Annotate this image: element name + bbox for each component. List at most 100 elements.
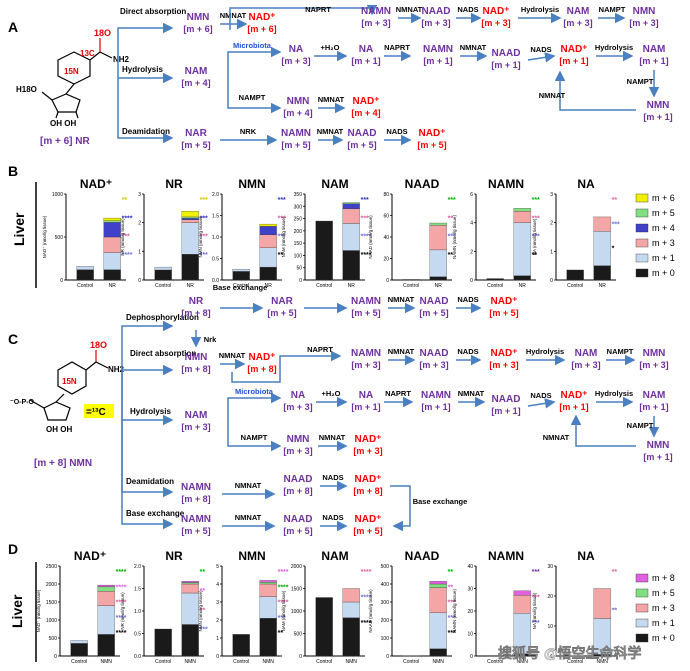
y-tick-label: 150: [294, 241, 303, 247]
a-microbiota-label: Microbiota: [233, 41, 272, 50]
c-nad4-mass: [m + 1]: [559, 402, 588, 412]
iso-o-label-c: 18O: [90, 340, 107, 350]
c-naad2: NAAD[m + 3]: [419, 348, 448, 370]
y-tick-label: 3: [216, 600, 219, 606]
c-namn4-name: NAMN: [181, 482, 211, 493]
c-nam2: NAM[m + 1]: [639, 390, 668, 412]
c-nad-name: NAD⁺: [491, 296, 518, 307]
y-tick-label: 0: [54, 654, 57, 660]
significance-stars: ****: [361, 595, 372, 602]
a-nmn4: NMN[m + 4]: [283, 96, 312, 118]
c13-label: =¹³C: [86, 407, 106, 418]
significance-stars: **: [532, 252, 538, 259]
bar-segment-m3: [593, 216, 611, 232]
significance-stars: **: [448, 215, 454, 222]
c-nmn4: NMN[m + 3]: [283, 434, 312, 456]
bar-segment-m1: [181, 592, 199, 625]
bar-segment-m1: [593, 231, 611, 266]
significance-stars: ***: [278, 197, 286, 204]
legend-label: m + 5: [652, 588, 675, 598]
significance-stars: ***: [278, 615, 286, 622]
c-nmnat-back-label: NMNAT: [543, 433, 570, 442]
c-na2-mass: [m + 1]: [351, 402, 380, 412]
x-tick-label: NR: [599, 283, 607, 289]
x-tick-label: Control: [155, 283, 171, 289]
c-nad7-mass: [m + 5]: [353, 526, 382, 536]
c-nmn-mass: [m + 8]: [181, 364, 210, 374]
c-naprt-path: [231, 350, 342, 383]
significance-stars: ***: [200, 234, 208, 241]
significance-stars: ****: [122, 252, 133, 259]
bar-segment-m1: [103, 252, 121, 270]
significance-stars: ***: [122, 234, 130, 241]
bar-segment-m3: [593, 588, 611, 619]
a-h2o-enzyme: +H₂O: [321, 43, 340, 52]
y-tick-label: 2: [470, 249, 473, 255]
bar-segment-m8: [513, 590, 531, 596]
legend-label: m + 1: [652, 253, 675, 263]
significance-stars: ****: [361, 234, 372, 241]
bar-segment-m0: [232, 271, 250, 281]
legend-label: m + 3: [652, 238, 675, 248]
c-namn4-mass: [m + 8]: [181, 494, 210, 504]
y-tick-label: 4: [216, 582, 219, 588]
a-namn-mass: [m + 3]: [361, 18, 390, 28]
c-namn: NAMN[m + 5]: [351, 296, 381, 318]
x-tick-label: NMN: [185, 659, 197, 665]
c-nr-name: NR: [189, 296, 204, 307]
bar-segment-m1: [97, 605, 115, 635]
bar-segment-m6: [181, 211, 199, 218]
y-tick-label: 50: [296, 266, 302, 272]
a-nam-h-name: NAM: [185, 66, 208, 77]
panelB_charts-chart-2: NMN 0.0 0.5 1.0 1.5 2.0 NMN (nmol/g tissue) Con…: [198, 177, 286, 289]
bar-segment-m1: [513, 222, 531, 276]
a-nad-mass: [m + 6]: [247, 24, 276, 34]
c-naad3-mass: [m + 1]: [491, 406, 520, 416]
a-na: NA[m + 3]: [281, 44, 310, 66]
a-nmn2: NMN[m + 3]: [629, 6, 658, 28]
significance-stars: ***: [200, 215, 208, 222]
significance-stars: **: [612, 569, 618, 576]
c-nar-mass: [m + 5]: [267, 308, 296, 318]
a-namn2: NAMN[m + 1]: [423, 44, 453, 66]
c-naad5-mass: [m + 5]: [283, 526, 312, 536]
x-tick-label: Control: [567, 659, 583, 665]
a-nads-enzyme: NADS: [457, 5, 478, 14]
y-tick-label: 1.0: [212, 235, 219, 241]
c-hydro-enzyme: Hydrolysis: [526, 347, 564, 356]
c-nad2-name: NAD⁺: [249, 352, 276, 363]
y-tick-label: 1000: [46, 618, 57, 624]
branch-lines-c: [121, 320, 174, 530]
bar-segment-m5: [97, 586, 115, 592]
bar-segment-m5: [429, 222, 447, 226]
significance-stars: ****: [116, 584, 127, 591]
bar-segment-m4: [259, 226, 277, 236]
c-nmnat-back: [570, 414, 636, 447]
c-namn-mass: [m + 5]: [351, 308, 380, 318]
a-nad3-mass: [m + 1]: [559, 56, 588, 66]
c13-highlight: [84, 404, 114, 418]
a-nad2-mass: [m + 3]: [481, 18, 510, 28]
y-tick-label: 0: [386, 278, 389, 284]
significance-stars: **: [612, 197, 618, 204]
c-naad-mass: [m + 5]: [419, 308, 448, 318]
bar-segment-m1: [342, 223, 360, 251]
bar-segment-m5: [181, 216, 199, 219]
panel-label-a: A: [8, 19, 18, 35]
c-naad2-mass: [m + 3]: [419, 360, 448, 370]
c-namn2-name: NAMN: [351, 348, 381, 359]
bar-segment-m1: [154, 266, 172, 271]
bar-segment-m3: [342, 588, 360, 603]
c-nr-mass: [m + 8]: [181, 308, 210, 318]
legend-b: m + 6 m + 5 m + 4 m + 3 m + 1 m + 0: [635, 193, 675, 278]
nr-structure-icon: [41, 38, 113, 119]
c-nam-h-mass: [m + 3]: [181, 422, 210, 432]
c-nad7: NAD⁺[m + 5]: [353, 514, 382, 536]
a-nad5: NAD⁺[m + 5]: [417, 128, 446, 150]
legend-label: m + 4: [652, 223, 675, 233]
significance-stars: ****: [278, 569, 289, 576]
a-nmnat3-enzyme: NMNAT: [460, 43, 487, 52]
panelD_charts-chart-3: NAM 0 500 1000 1500 2000 NAM (nmol/g tissue) Co…: [281, 549, 372, 665]
significance-stars: ***: [448, 630, 456, 637]
